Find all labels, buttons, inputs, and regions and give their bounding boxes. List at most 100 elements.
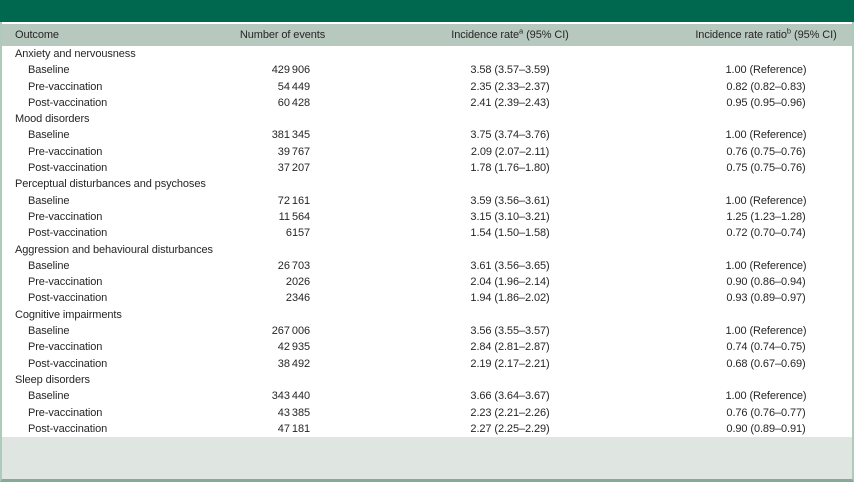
ratio-cell <box>680 372 852 388</box>
col-header-incidence-rate-ratio: Incidence rate ratiob (95% CI) <box>680 24 852 46</box>
period-label: Baseline <box>28 129 70 142</box>
period-label: Baseline <box>28 64 70 77</box>
events-value: 47 181 <box>277 422 310 435</box>
table-row: Post-vaccination 60 428 2.41 (2.39–2.43) 0.… <box>2 95 852 111</box>
period-label: Post-vaccination <box>28 357 108 370</box>
incidence-rate-ratio-value: 0.95 (0.95–0.96) <box>726 96 806 109</box>
table-row: Post-vaccination 38 492 2.19 (2.17–2.21) 0.… <box>2 356 852 372</box>
incidence-rate-value: 3.66 (3.64–3.67) <box>470 390 550 403</box>
ratio-cell <box>680 46 852 62</box>
period-label: Pre-vaccination <box>28 80 103 93</box>
period-label: Baseline <box>28 325 70 338</box>
events-value: 54 449 <box>277 80 310 93</box>
table-row: Baseline 343 440 3.66 (3.64–3.67) 1.00 (Ref… <box>2 388 852 404</box>
incidence-rate-value: 2.23 (2.21–2.26) <box>470 406 550 419</box>
events-value: 26 703 <box>277 259 310 272</box>
table-body: Anxiety and nervousness Baseline 429 906 3.… <box>2 46 852 437</box>
incidence-rate-value: 2.19 (2.17–2.21) <box>470 357 550 370</box>
footnote-marker-a: a <box>518 26 524 36</box>
events-cell <box>225 111 340 127</box>
incidence-rate-ratio-value: 1.00 (Reference) <box>725 259 807 272</box>
events-value: 343 440 <box>271 390 310 403</box>
incidence-rate-ratio-value: 0.76 (0.76–0.77) <box>726 406 806 419</box>
period-label: Post-vaccination <box>28 227 108 240</box>
incidence-rate-value: 3.15 (3.10–3.21) <box>470 210 550 223</box>
table-row: Pre-vaccination 39 767 2.09 (2.07–2.11) 0.7… <box>2 144 852 160</box>
ratio-cell <box>680 307 852 323</box>
incidence-rate-value: 2.84 (2.81–2.87) <box>470 341 550 354</box>
incidence-rate-ratio-value: 0.90 (0.86–0.94) <box>726 276 806 289</box>
events-cell <box>225 242 340 258</box>
events-value: 381 345 <box>271 129 310 142</box>
events-value: 38 492 <box>277 357 310 370</box>
incidence-rate-value: 2.41 (2.39–2.43) <box>470 96 550 109</box>
group-row: Sleep disorders <box>2 372 852 388</box>
incidence-rate-ratio-ci-label: (95% CI) <box>791 29 837 41</box>
events-cell <box>225 372 340 388</box>
table-row: Baseline 381 345 3.75 (3.74–3.76) 1.00 (Ref… <box>2 127 852 143</box>
incidence-rate-value: 3.61 (3.56–3.65) <box>470 259 550 272</box>
period-label: Pre-vaccination <box>28 145 103 158</box>
period-label: Pre-vaccination <box>28 341 103 354</box>
period-label: Baseline <box>28 194 70 207</box>
incidence-rate-ratio-value: 1.00 (Reference) <box>725 194 807 207</box>
group-label: Anxiety and nervousness <box>15 48 136 60</box>
events-value: 39 767 <box>277 145 310 158</box>
events-value: 72 161 <box>277 194 310 207</box>
incidence-rate-value: 1.54 (1.50–1.58) <box>470 227 550 240</box>
incidence-rate-ci-label: (95% CI) <box>523 29 569 41</box>
rate-cell <box>340 372 680 388</box>
incidence-rate-value: 1.94 (1.86–2.02) <box>470 292 550 305</box>
header-row: Outcome Number of events Incidence ratea… <box>2 24 852 46</box>
incidence-rate-value: 3.59 (3.56–3.61) <box>470 194 550 207</box>
table-row: Post-vaccination 47 181 2.27 (2.25–2.29) 0.… <box>2 421 852 437</box>
period-label: Post-vaccination <box>28 292 108 305</box>
events-cell <box>225 46 340 62</box>
table-row: Baseline 72 161 3.59 (3.56–3.61) 1.00 (Refe… <box>2 193 852 209</box>
table-footer-band <box>2 437 852 479</box>
incidence-rate-ratio-value: 1.00 (Reference) <box>725 129 807 142</box>
period-label: Post-vaccination <box>28 96 108 109</box>
table-title-bar <box>0 0 854 22</box>
table-row: Post-vaccination 2346 1.94 (1.86–2.02) 0.93… <box>2 290 852 306</box>
period-label: Post-vaccination <box>28 162 108 175</box>
group-label: Perceptual disturbances and psychoses <box>15 178 206 191</box>
rate-cell <box>340 111 680 127</box>
events-value: 6157 <box>285 227 310 240</box>
incidence-rate-ratio-value: 0.68 (0.67–0.69) <box>726 357 806 370</box>
col-header-incidence-rate: Incidence ratea (95% CI) <box>340 24 680 46</box>
incidence-rate-value: 3.56 (3.55–3.57) <box>470 325 550 338</box>
incidence-rate-ratio-value: 0.93 (0.89–0.97) <box>726 292 806 305</box>
events-value: 43 385 <box>277 406 310 419</box>
table-row: Pre-vaccination 2026 2.04 (1.96–2.14) 0.90 … <box>2 274 852 290</box>
group-row: Mood disorders <box>2 111 852 127</box>
table-row: Pre-vaccination 54 449 2.35 (2.33–2.37) 0.8… <box>2 79 852 95</box>
incidence-rate-ratio-value: 1.00 (Reference) <box>725 390 807 403</box>
period-label: Baseline <box>28 390 70 403</box>
rate-cell <box>340 242 680 258</box>
table-row: Pre-vaccination 11 564 3.15 (3.10–3.21) 1.2… <box>2 209 852 225</box>
rate-cell <box>340 307 680 323</box>
events-cell <box>225 307 340 323</box>
group-row: Anxiety and nervousness <box>2 46 852 62</box>
events-value: 42 935 <box>277 341 310 354</box>
rate-cell <box>340 46 680 62</box>
incidence-rate-ratio-value: 0.90 (0.89–0.91) <box>726 422 806 435</box>
table-row: Baseline 267 006 3.56 (3.55–3.57) 1.00 (Ref… <box>2 323 852 339</box>
group-label: Aggression and behavioural disturbances <box>15 243 213 256</box>
group-row: Perceptual disturbances and psychoses <box>2 176 852 192</box>
table-row: Post-vaccination 37 207 1.78 (1.76–1.80) 0.… <box>2 160 852 176</box>
table-row: Baseline 429 906 3.58 (3.57–3.59) 1.00 (Ref… <box>2 62 852 78</box>
incidence-rate-ratio-value: 0.82 (0.82–0.83) <box>726 80 806 93</box>
rate-cell <box>340 176 680 192</box>
group-label: Cognitive impairments <box>15 308 122 321</box>
incidence-rate-value: 2.35 (2.33–2.37) <box>470 80 550 93</box>
incidence-rate-ratio-value: 1.00 (Reference) <box>725 64 807 77</box>
group-row: Cognitive impairments <box>2 307 852 323</box>
events-value: 11 564 <box>278 210 310 223</box>
events-value: 2346 <box>285 292 310 305</box>
events-cell <box>225 176 340 192</box>
col-header-number-of-events: Number of events <box>239 29 326 41</box>
incidence-rate-ratio-label: Incidence rate ratio <box>695 29 787 41</box>
incidence-rate-value: 3.58 (3.57–3.59) <box>470 64 550 77</box>
